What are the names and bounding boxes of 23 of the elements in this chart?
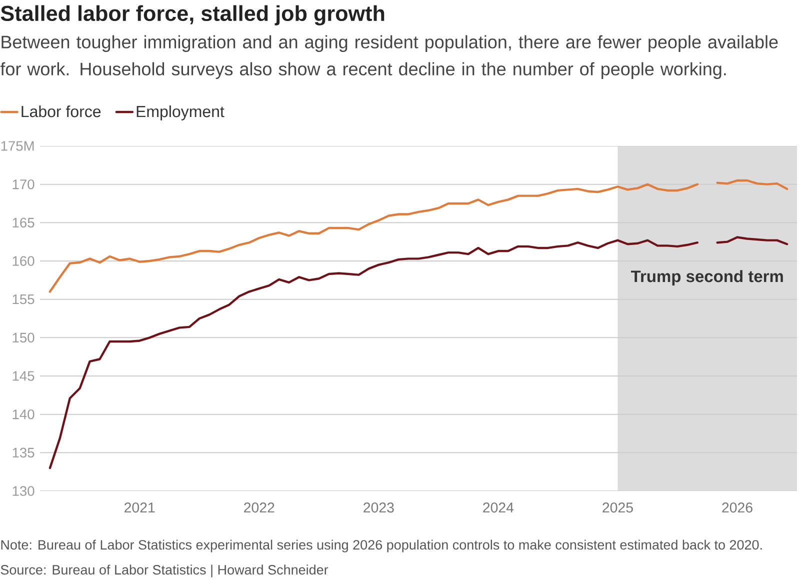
y-tick-label: 155 (12, 294, 34, 304)
legend-label: Employment (136, 105, 224, 120)
y-tick-label: 145 (12, 371, 34, 381)
x-tick-label: 2022 (244, 502, 274, 513)
y-tick-label: 175M (1, 141, 34, 151)
x-tick-label: 2025 (602, 502, 633, 513)
text: Note: Bureau of Labor Statistics experimental series using 2026 population controls to make consistent estimated back to 2020. (1, 540, 762, 552)
y-tick-label: 130 (12, 486, 34, 496)
y-tick-label: 135 (12, 448, 34, 458)
legend-label: Labor force (22, 105, 101, 118)
x-tick-label: 2021 (124, 502, 155, 513)
band-label: Trump second term (630, 270, 783, 286)
y-tick-label: 170 (12, 179, 34, 190)
source-note: Source: Bureau of Labor Statistics | Howard Schneider (0, 564, 328, 578)
chart-subtitle: Between tougher immigration and an aging resident population, there are fewer people available for work. Household surveys also show a recent decline in the number of people working. (0, 35, 778, 79)
x-tick-label: 2023 (364, 502, 394, 513)
y-tick-label: 150 (12, 332, 34, 343)
x-tick-label: 2026 (722, 502, 752, 513)
x-tick-label: 2024 (483, 502, 514, 513)
y-tick-label: 140 (12, 409, 34, 420)
y-tick-label: 165 (12, 218, 34, 228)
chart-title: Stalled labor force, stalled job growth (0, 5, 384, 26)
y-tick-label: 160 (12, 256, 34, 266)
